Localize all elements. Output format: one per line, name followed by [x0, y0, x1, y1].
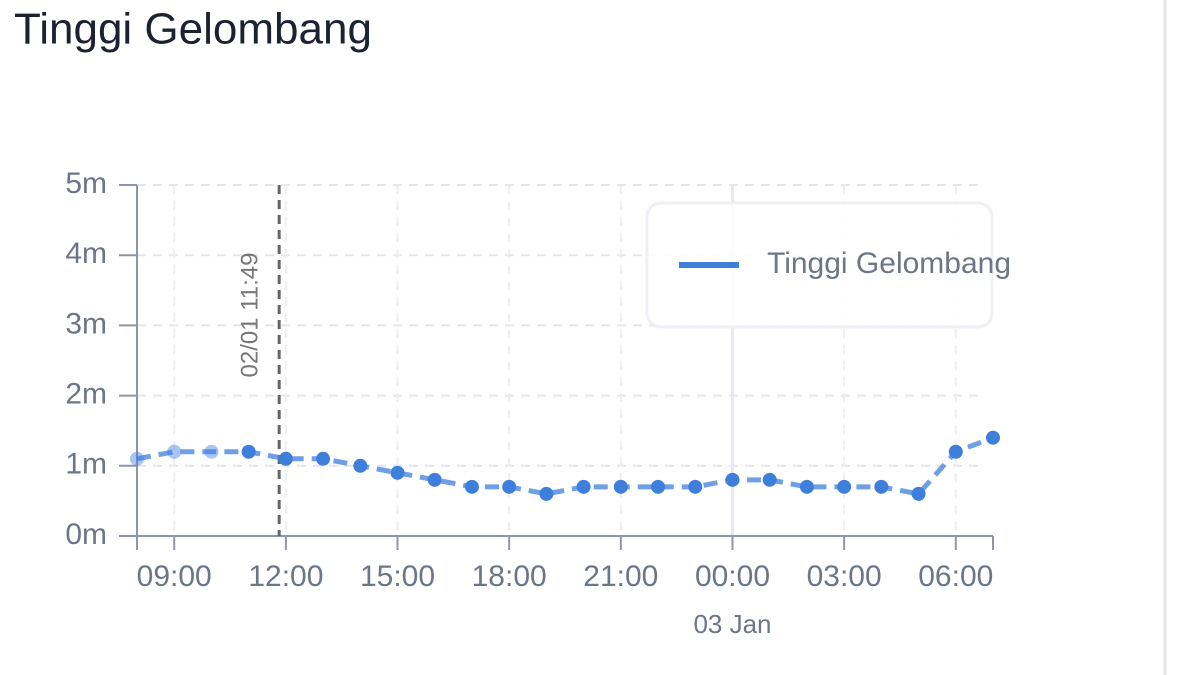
- data-point: [725, 472, 740, 487]
- data-point: [241, 444, 256, 459]
- data-point: [688, 479, 703, 494]
- now-marker-label: 02/01 11:49: [237, 252, 264, 377]
- data-point: [353, 458, 368, 473]
- data-point: [427, 472, 442, 487]
- data-point: [762, 472, 777, 487]
- data-point: [167, 444, 182, 459]
- x-tick-label: 12:00: [248, 560, 323, 593]
- x-tick-label: 15:00: [360, 560, 435, 593]
- legend-label: Tinggi Gelombang: [767, 247, 1011, 280]
- y-tick-label: 0m: [65, 518, 107, 551]
- x-sublabel: 03 Jan: [693, 609, 771, 639]
- y-tick-label: 4m: [65, 237, 107, 270]
- data-point: [576, 479, 591, 494]
- data-point: [986, 430, 1000, 445]
- data-point: [278, 451, 293, 466]
- data-point: [539, 486, 554, 501]
- data-point: [390, 465, 405, 480]
- data-point: [464, 479, 479, 494]
- legend-box: [645, 201, 994, 329]
- x-tick-label: 18:00: [472, 560, 547, 593]
- x-tick-label: 21:00: [583, 560, 658, 593]
- x-tick-label: 03:00: [807, 560, 882, 593]
- data-point: [204, 444, 219, 459]
- data-point: [502, 479, 517, 494]
- data-point: [911, 486, 926, 501]
- x-tick-label: 00:00: [695, 560, 770, 593]
- y-tick-label: 5m: [65, 167, 107, 200]
- data-point: [948, 444, 963, 459]
- data-point: [130, 451, 144, 466]
- x-tick-label: 06:00: [918, 560, 993, 593]
- data-point: [837, 479, 852, 494]
- data-point: [651, 479, 666, 494]
- data-point: [613, 479, 628, 494]
- chart-title: Tinggi Gelombang: [14, 5, 372, 54]
- y-tick-label: 3m: [65, 307, 107, 340]
- data-point: [799, 479, 814, 494]
- x-tick-label: 09:00: [137, 560, 212, 593]
- data-point: [874, 479, 889, 494]
- data-point: [316, 451, 331, 466]
- y-tick-label: 2m: [65, 378, 107, 411]
- y-tick-label: 1m: [65, 448, 107, 481]
